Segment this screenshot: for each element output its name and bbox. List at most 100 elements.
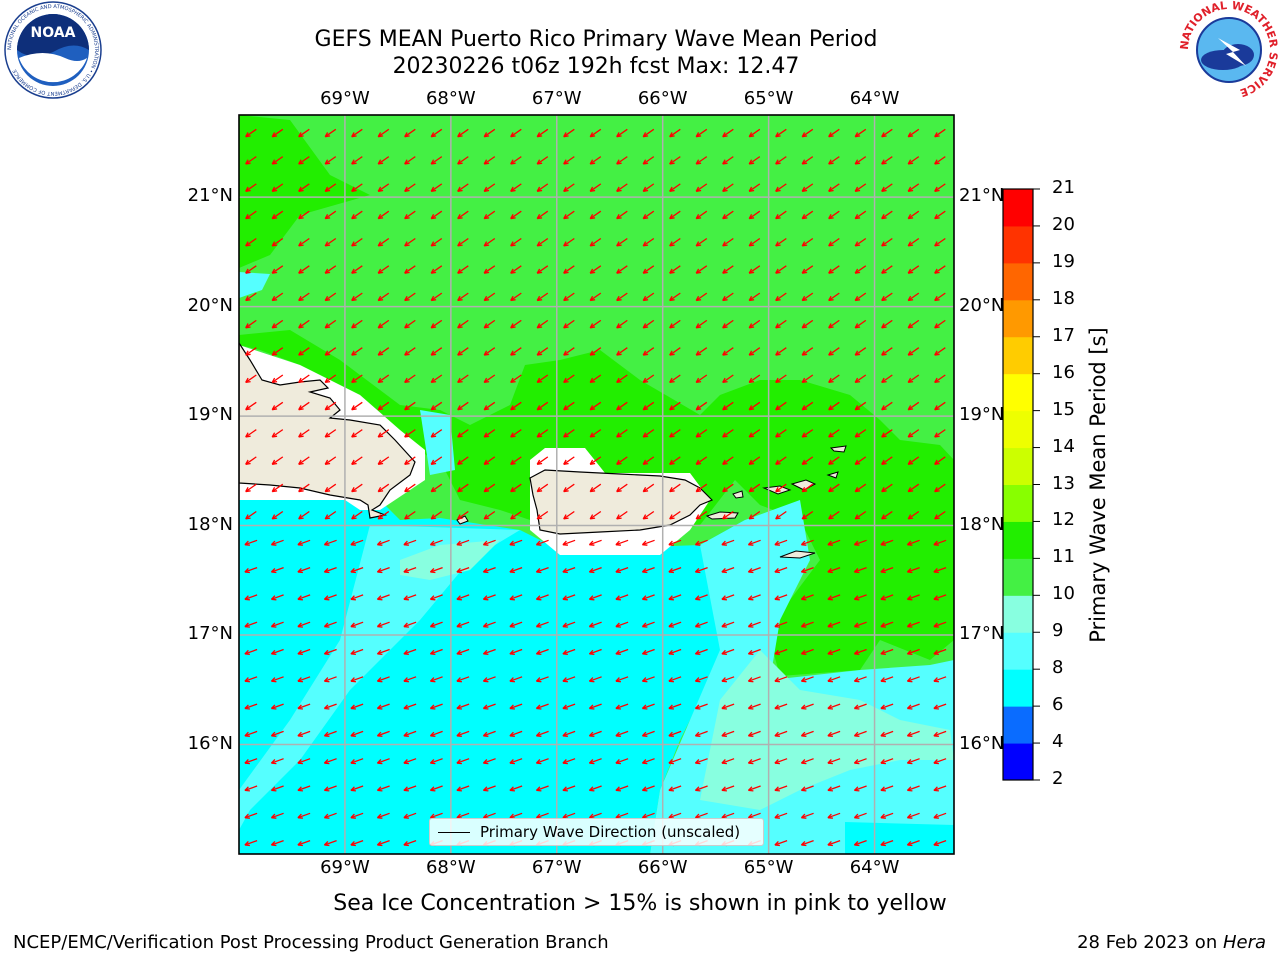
wave-arrow-head (563, 295, 569, 302)
wave-arrow (828, 429, 840, 438)
wave-arrow (377, 319, 390, 329)
wave-arrow (748, 510, 761, 520)
wave-arrow (271, 839, 284, 846)
wave-arrow (695, 210, 708, 220)
wave-arrow (562, 676, 576, 682)
wave-arrow-head (350, 677, 356, 683)
wave-arrow-head (536, 213, 543, 220)
wave-arrow-head (774, 649, 780, 656)
wave-arrow (880, 730, 894, 737)
wave-arrow-head (748, 323, 755, 329)
wave-arrow (271, 566, 284, 573)
wave-arrow-head (748, 241, 755, 247)
wave-arrow (324, 319, 337, 329)
wave-arrow (377, 292, 390, 302)
wave-arrow (483, 730, 496, 737)
wave-arrow-head (774, 595, 780, 601)
wave-arrow-head (748, 159, 755, 165)
wave-arrow-head (270, 786, 277, 792)
wave-arrow (377, 812, 390, 819)
wave-arrow (298, 319, 310, 329)
wave-arrow (483, 265, 496, 274)
wave-arrow (244, 812, 258, 819)
wave-arrow (934, 292, 946, 302)
wave-arrow (510, 510, 522, 520)
colorbar-tick-label: 20 (1052, 213, 1075, 235)
wave-arrow-head (403, 786, 409, 792)
wave-arrow (510, 156, 522, 165)
wave-arrow-head (827, 540, 833, 546)
wave-arrow (324, 648, 337, 655)
colorbar-tick-label: 14 (1052, 435, 1075, 457)
wave-arrow-head (298, 186, 304, 192)
wave-arrow (351, 183, 363, 192)
wave-arrow (245, 156, 257, 165)
wave-arrow (324, 730, 337, 737)
wave-arrow (695, 483, 708, 493)
wave-arrow-head (509, 759, 515, 765)
wave-arrow (881, 401, 893, 411)
wave-arrow (695, 785, 708, 792)
wave-arrow (244, 785, 258, 792)
colorbar-tick-label: 2 (1052, 768, 1064, 789)
wave-arrow-head (482, 786, 489, 792)
wave-arrow (271, 128, 284, 138)
wave-arrow (430, 483, 443, 493)
wave-arrow (430, 812, 443, 819)
wave-arrow (854, 758, 867, 764)
wave-arrow-head (297, 649, 303, 656)
wave-arrow-head (244, 840, 250, 847)
wave-arrow (668, 648, 682, 655)
wave-arrow (801, 401, 814, 411)
wave-arrow-head (510, 432, 516, 438)
wave-arrow (430, 703, 443, 710)
wave-arrow-head (907, 159, 914, 165)
wave-arrow (774, 839, 788, 846)
wave-arrow-head (323, 786, 330, 792)
wave-arrow (907, 183, 920, 192)
wave-arrow-head (271, 159, 278, 165)
wave-arrow (244, 758, 258, 764)
wave-arrow-head (562, 649, 568, 656)
wave-arrow-head (881, 514, 887, 520)
wave-arrow-head (881, 405, 887, 411)
wave-arrow (456, 703, 470, 710)
wave-arrow-head (270, 649, 277, 656)
wave-arrow (244, 594, 258, 600)
wave-arrow-head (907, 486, 914, 493)
wave-arrow (695, 347, 708, 356)
wave-arrow-head (429, 540, 436, 546)
wave-arrow-head (535, 540, 542, 546)
wave-arrow (642, 812, 655, 819)
wave-arrow (589, 483, 602, 493)
wave-arrow (430, 156, 443, 165)
wave-arrow (907, 456, 920, 465)
wave-arrow (801, 347, 814, 356)
wave-arrow (854, 812, 867, 819)
wave-arrow-head (801, 405, 808, 411)
lat-label-right: 20°N (959, 294, 1005, 316)
wave-arrow (669, 292, 681, 302)
wave-arrow-head (509, 567, 515, 574)
wave-arrow-head (695, 132, 702, 138)
wave-arrow-head (377, 323, 384, 329)
wave-arrow (324, 483, 337, 493)
wave-arrow-head (880, 813, 886, 819)
wave-arrow-head (404, 186, 410, 192)
legend-label: Primary Wave Direction (unscaled) (480, 823, 741, 841)
wave-arrow (589, 648, 602, 655)
wave-arrow (589, 401, 602, 411)
wave-arrow (642, 183, 655, 192)
wave-arrow-head (324, 350, 331, 356)
wave-arrow (801, 812, 814, 819)
wave-arrow-head (245, 159, 251, 165)
wave-arrow (483, 319, 496, 329)
wave-arrow-head (297, 595, 303, 601)
wave-arrow-head (907, 213, 914, 220)
wave-arrow (775, 183, 787, 192)
wave-arrow (722, 183, 734, 192)
wave-arrow (669, 456, 681, 465)
period-zone-6-8 (845, 822, 954, 854)
wave-arrow-head (881, 323, 887, 329)
wave-arrow-head (801, 132, 808, 138)
